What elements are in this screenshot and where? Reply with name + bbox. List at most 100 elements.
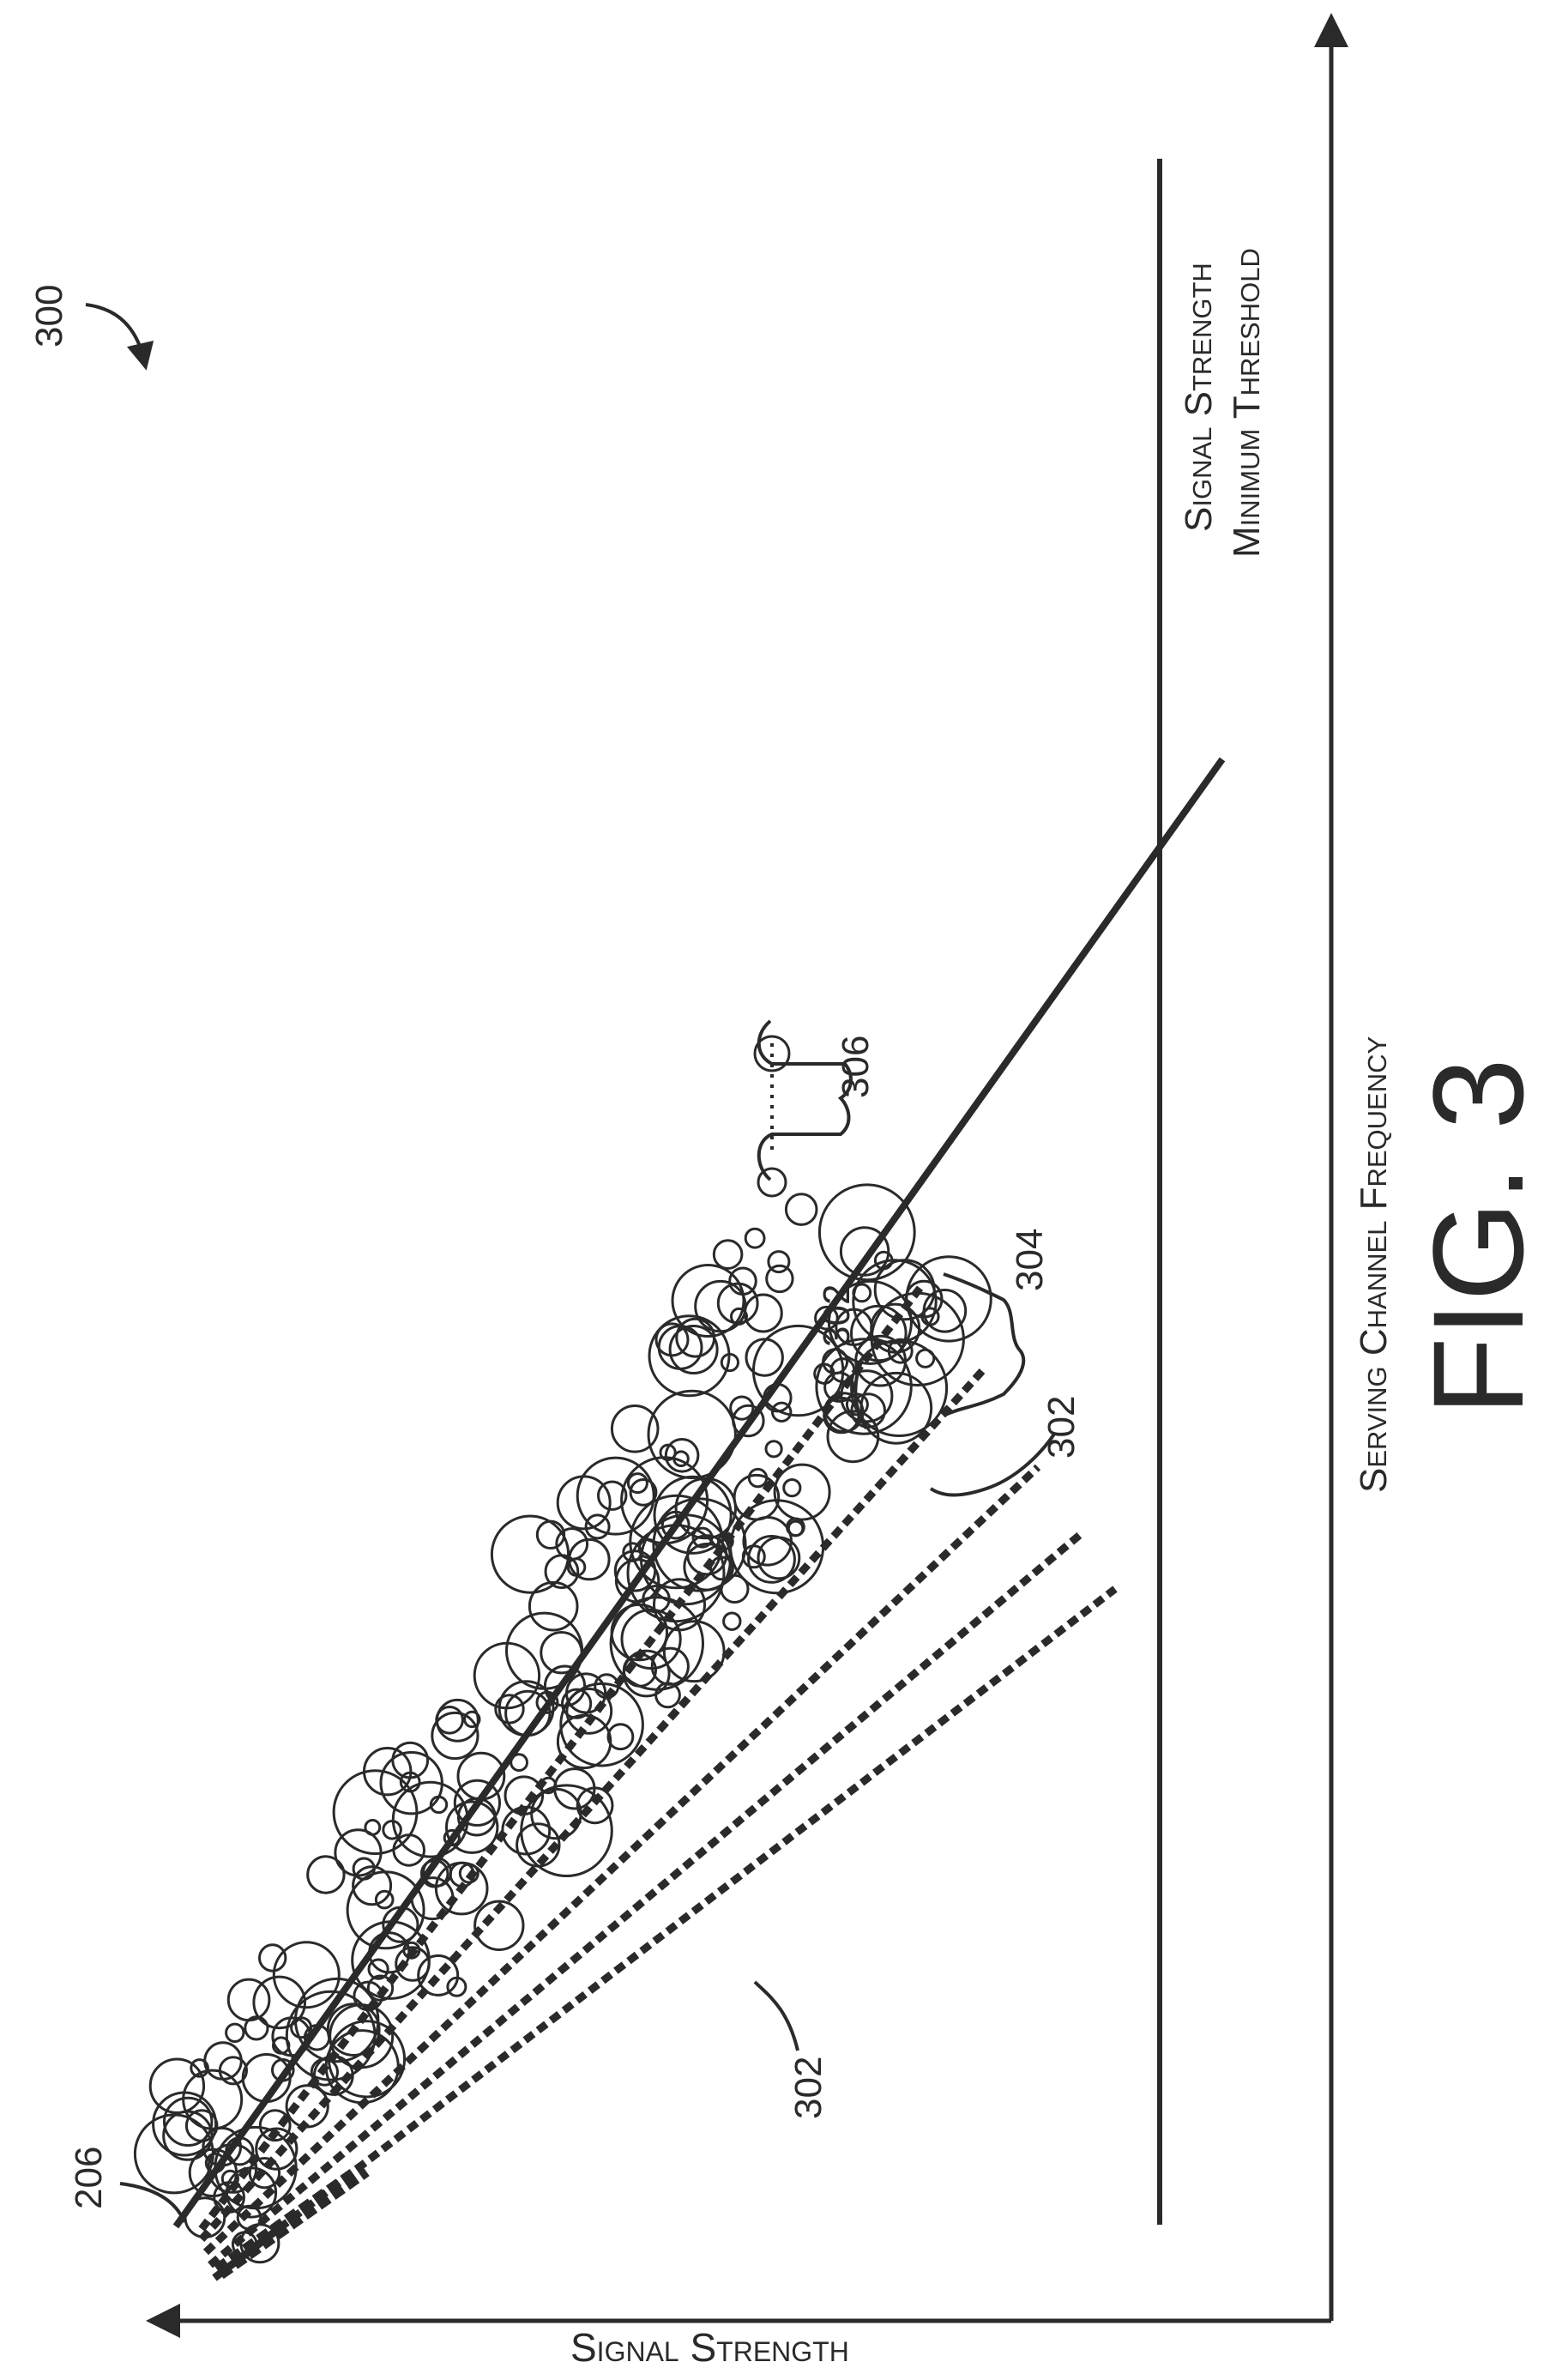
measurement-bubble [561, 1688, 593, 1719]
measurement-bubble [717, 1532, 734, 1550]
measurement-bubble [922, 1289, 968, 1333]
measurement-bubble [747, 1535, 796, 1584]
measurement-bubble [494, 1694, 525, 1725]
measurement-bubble [873, 1259, 936, 1321]
measurement-bubble [817, 1183, 916, 1282]
dashed-line-ref-middle: 302 [1040, 1396, 1083, 1459]
measurement-bubble [332, 1769, 419, 1856]
measurement-bubble [597, 1480, 628, 1511]
measurement-bubble [827, 1279, 913, 1365]
measurement-bubble [626, 1472, 648, 1495]
measurement-bubble [784, 1193, 818, 1226]
measurement-bubble [565, 1688, 613, 1735]
dashed-trend-line [198, 1283, 926, 2232]
cluster-reference-bubble [757, 1167, 787, 1198]
measurement-bubble [490, 1514, 570, 1594]
origin-dash-cluster [214, 2161, 370, 2280]
figure-caption: FIG. 3 [1406, 1058, 1550, 1416]
dashed-trend-line [208, 1531, 1083, 2268]
origin-reference-leader [119, 2182, 186, 2223]
dashed-trend-line [198, 1368, 986, 2243]
measurement-bubble [839, 1226, 890, 1277]
dashed-line-ref-middle-leader [929, 1431, 1057, 1497]
measurement-bubble [382, 1820, 402, 1840]
threshold-label-line2: Minimum Threshold [1226, 248, 1268, 558]
measurement-bubble [662, 1620, 726, 1683]
measurement-bubble [544, 1554, 580, 1590]
measurement-bubble-cloud [133, 1183, 992, 2264]
frequency-axis-label: Serving Channel Frequency [1353, 1036, 1395, 1493]
measurement-bubble [683, 1543, 733, 1592]
measurement-bubble [306, 1855, 346, 1894]
measurement-bubble [716, 1282, 759, 1325]
measurement-bubble [435, 1706, 464, 1735]
measurement-bubble [629, 1478, 658, 1507]
measurement-bubble [654, 1682, 681, 1709]
measurement-bubble [244, 2015, 269, 2041]
measurement-bubble [609, 1596, 704, 1691]
measurement-bubble [722, 1611, 742, 1631]
measurement-bubble [399, 1771, 421, 1793]
measurement-bubble [773, 1463, 831, 1521]
measurement-bubble [272, 1941, 341, 2009]
measurement-bubble [392, 1833, 426, 1867]
measurement-bubble [272, 2036, 291, 2055]
measurement-bubble [745, 1338, 784, 1377]
measurement-bubble [374, 1889, 395, 1910]
dashed-trend-line [212, 1586, 1118, 2281]
measurement-bubble [258, 2109, 292, 2142]
dashed-trend-line [202, 1464, 1041, 2256]
figure-reference-arrow [85, 303, 154, 371]
measurement-bubble [535, 1519, 566, 1550]
figure-reference-label: 300 [28, 285, 70, 347]
measurement-bubble [352, 1865, 393, 1906]
measurement-bubble [188, 2147, 238, 2198]
measurement-bubble [190, 2058, 209, 2078]
measurement-bubble [732, 1404, 765, 1438]
measurement-bubble [417, 1954, 460, 1996]
measurement-bubble [647, 1389, 737, 1480]
regression-line [172, 757, 1226, 2229]
origin-reference-label: 206 [68, 2147, 110, 2209]
measurement-bubble [568, 1537, 611, 1581]
measurement-bubble [446, 1976, 467, 1997]
measurement-bubble [852, 1259, 938, 1344]
measurement-bubble [606, 1723, 635, 1751]
measurement-bubble [850, 1392, 887, 1429]
signal-strength-axis-label: Signal Strength [570, 2325, 849, 2370]
group-reference-brace [943, 1272, 1026, 1417]
measurement-bubble [379, 1751, 443, 1815]
cluster-reference-label: 306 [835, 1036, 877, 1098]
measurement-bubble [720, 1352, 740, 1373]
measurement-bubble [905, 1255, 992, 1343]
dashed-line-ref-bottom: 302 [787, 2057, 829, 2119]
measurement-bubble [850, 1304, 908, 1362]
measurement-bubble [248, 2157, 281, 2190]
group-reference-label: 304 [1009, 1229, 1051, 1291]
origin-dash-segment [214, 2161, 370, 2280]
measurement-bubble [431, 1711, 479, 1761]
measurement-bubble [771, 1401, 793, 1423]
measurement-bubble [823, 1371, 855, 1403]
measurement-bubble [729, 1395, 755, 1421]
measurement-bubble [694, 1279, 747, 1333]
measurement-bubble [675, 1317, 716, 1358]
measurement-bubble [329, 2003, 395, 2069]
measurement-bubble [528, 1580, 579, 1632]
measurement-bubble [584, 1513, 611, 1540]
measurement-bubble [445, 1800, 499, 1854]
measurement-bubble [650, 1646, 690, 1686]
measurement-bubble [672, 1450, 690, 1467]
measurement-bubble [565, 1672, 607, 1714]
measurement-bubble [664, 1438, 700, 1473]
measurement-bubble [543, 1664, 587, 1707]
measurement-bubble [743, 1293, 783, 1333]
measurement-bubble [765, 1264, 794, 1294]
measurement-bubble [610, 1404, 660, 1453]
measurement-bubble [887, 1338, 914, 1364]
measurement-bubble [473, 1900, 525, 1952]
measurement-bubble [226, 1978, 271, 2022]
measurement-bubble [255, 2127, 299, 2171]
measurement-bubble [764, 1440, 783, 1459]
